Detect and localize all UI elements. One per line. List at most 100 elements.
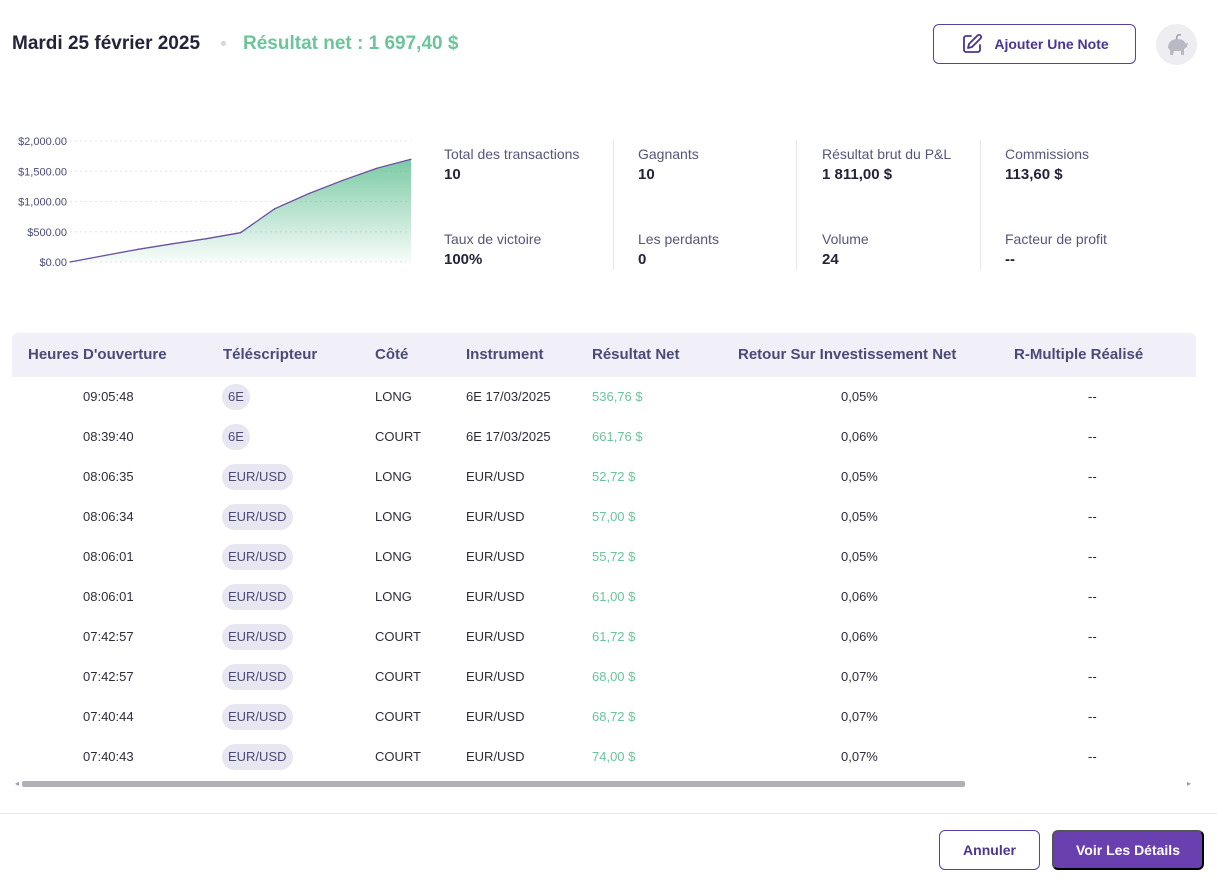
data-point <box>69 261 71 263</box>
cell-instrument: EUR/USD <box>466 549 525 564</box>
horizontal-scrollbar[interactable]: ◂ ▸ <box>12 778 1196 790</box>
column-header-net-result[interactable]: Résultat Net <box>592 346 680 363</box>
cell-net-roi: 0,07% <box>841 709 878 724</box>
view-details-button[interactable]: Voir Les Détails <box>1052 830 1204 870</box>
cell-ticker[interactable]: 6E <box>222 384 250 410</box>
cell-r-multiple: -- <box>1088 629 1097 644</box>
cell-open-time: 09:05:48 <box>83 389 134 404</box>
stat-value: 10 <box>444 166 461 183</box>
data-point <box>103 255 105 257</box>
cell-r-multiple: -- <box>1088 389 1097 404</box>
data-point <box>137 248 139 250</box>
cell-r-multiple: -- <box>1088 709 1097 724</box>
stats-column-3: Résultat brut du P&L 1 811,00 $ Volume 2… <box>796 140 980 270</box>
cell-r-multiple: -- <box>1088 589 1097 604</box>
cell-open-time: 07:42:57 <box>83 669 134 684</box>
cell-net-result: 52,72 $ <box>592 469 636 484</box>
cell-open-time: 07:40:44 <box>83 709 134 724</box>
cell-net-roi: 0,06% <box>841 589 878 604</box>
table-row[interactable]: 07:40:43 EUR/USD COURT EUR/USD 74,00 $ 0,07% -… <box>12 737 1196 777</box>
table-row[interactable]: 07:40:44 EUR/USD COURT EUR/USD 68,72 $ 0,07% -… <box>12 697 1196 737</box>
table-row[interactable]: 08:06:01 EUR/USD LONG EUR/USD 61,00 $ 0,06% -- <box>12 577 1196 617</box>
edit-note-icon <box>963 34 983 53</box>
cell-side: LONG <box>375 389 412 404</box>
data-point <box>274 208 276 210</box>
cell-net-result: 55,72 $ <box>592 549 636 564</box>
scroll-thumb[interactable] <box>22 781 965 787</box>
cell-ticker[interactable]: EUR/USD <box>222 504 293 530</box>
y-tick-label: $1,500.00 <box>18 166 67 178</box>
stats-panel: Total des transactions 10 Taux de victoi… <box>432 140 1217 275</box>
stat-total-trades: Total des transactions 10 <box>444 146 579 183</box>
stat-value: 24 <box>822 251 839 268</box>
cell-side: LONG <box>375 549 412 564</box>
table-row[interactable]: 08:06:01 EUR/USD LONG EUR/USD 55,72 $ 0,05% -- <box>12 537 1196 577</box>
scroll-right-icon[interactable]: ▸ <box>1187 779 1192 788</box>
cell-open-time: 08:39:40 <box>83 429 134 444</box>
data-point <box>239 232 242 234</box>
cell-open-time: 08:06:34 <box>83 509 134 524</box>
cancel-button[interactable]: Annuler <box>939 830 1040 870</box>
cell-side: LONG <box>375 469 412 484</box>
column-header-ticker[interactable]: Téléscripteur <box>223 346 318 363</box>
table-row[interactable]: 07:42:57 EUR/USD COURT EUR/USD 61,72 $ 0,06% -… <box>12 617 1196 657</box>
scroll-left-icon[interactable]: ◂ <box>15 779 20 788</box>
cell-side: COURT <box>375 749 421 764</box>
stat-profit-factor: Facteur de profit -- <box>1005 231 1107 268</box>
cell-r-multiple: -- <box>1088 669 1097 684</box>
separator-dot <box>221 41 226 46</box>
cell-instrument: EUR/USD <box>466 669 525 684</box>
data-point <box>342 179 344 181</box>
avatar[interactable] <box>1156 24 1197 65</box>
column-header-side[interactable]: Côté <box>375 346 409 363</box>
bull-logo-icon <box>1167 33 1188 55</box>
cell-ticker[interactable]: EUR/USD <box>222 544 293 570</box>
table-row[interactable]: 09:05:48 6E LONG 6E 17/03/2025 536,76 $ 0,05%… <box>12 377 1196 417</box>
stat-value: 0 <box>638 251 647 268</box>
table-row[interactable]: 08:39:40 6E COURT 6E 17/03/2025 661,76 $ 0,06… <box>12 417 1196 457</box>
cell-ticker[interactable]: 6E <box>222 424 250 450</box>
cell-open-time: 08:06:35 <box>83 469 134 484</box>
stat-label: Gagnants <box>638 146 699 162</box>
data-point <box>410 158 412 160</box>
cell-ticker[interactable]: EUR/USD <box>222 624 293 650</box>
stat-label: Total des transactions <box>444 146 580 162</box>
cell-net-roi: 0,05% <box>841 509 878 524</box>
cell-instrument: EUR/USD <box>466 749 525 764</box>
stat-label: Commissions <box>1005 146 1090 162</box>
table-row[interactable]: 08:06:35 EUR/USD LONG EUR/USD 52,72 $ 0,05% -- <box>12 457 1196 497</box>
cell-ticker[interactable]: EUR/USD <box>222 704 293 730</box>
stat-volume: Volume 24 <box>822 231 869 268</box>
stat-win-rate: Taux de victoire 100% <box>444 231 541 268</box>
column-header-open-time[interactable]: Heures D'ouverture <box>28 346 167 363</box>
cell-instrument: 6E 17/03/2025 <box>466 389 551 404</box>
cell-r-multiple: -- <box>1088 749 1097 764</box>
column-header-instrument[interactable]: Instrument <box>466 346 544 363</box>
stats-column-2: Gagnants 10 Les perdants 0 <box>613 140 796 270</box>
cell-instrument: EUR/USD <box>466 709 525 724</box>
table-row[interactable]: 08:06:34 EUR/USD LONG EUR/USD 57,00 $ 0,05% -- <box>12 497 1196 537</box>
cell-net-result: 61,00 $ <box>592 589 636 604</box>
stat-value: 1 811,00 $ <box>822 166 893 183</box>
page-title: Mardi 25 février 2025 <box>12 33 201 54</box>
cell-ticker[interactable]: EUR/USD <box>222 464 293 490</box>
net-result: Résultat net : 1 697,40 $ <box>243 33 459 54</box>
cell-ticker[interactable]: EUR/USD <box>222 744 293 770</box>
column-header-net-roi[interactable]: Retour Sur Investissement Net <box>738 346 957 363</box>
cell-instrument: EUR/USD <box>466 469 525 484</box>
stat-label: Résultat brut du P&L <box>822 146 952 162</box>
stat-winners: Gagnants 10 <box>638 146 699 183</box>
add-note-button[interactable]: Ajouter Une Note <box>933 24 1136 64</box>
column-header-r-multiple[interactable]: R-Multiple Réalisé <box>1014 346 1144 363</box>
cell-ticker[interactable]: EUR/USD <box>222 664 293 690</box>
stat-commissions: Commissions 113,60 $ <box>1005 146 1089 183</box>
stat-label: Facteur de profit <box>1005 231 1107 247</box>
cell-net-roi: 0,06% <box>841 629 878 644</box>
cell-side: COURT <box>375 629 421 644</box>
stat-losers: Les perdants 0 <box>638 231 719 268</box>
table-row[interactable]: 07:42:57 EUR/USD COURT EUR/USD 68,00 $ 0,07% -… <box>12 657 1196 697</box>
series-area <box>70 159 411 262</box>
cell-ticker[interactable]: EUR/USD <box>222 584 293 610</box>
y-tick-label: $2,000.00 <box>18 136 67 148</box>
cell-net-result: 57,00 $ <box>592 509 636 524</box>
